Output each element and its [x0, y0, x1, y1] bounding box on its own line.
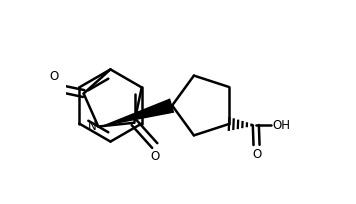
Text: O: O — [150, 150, 159, 163]
Polygon shape — [101, 98, 174, 127]
Text: O: O — [49, 70, 58, 83]
Text: N: N — [88, 120, 96, 133]
Text: OH: OH — [272, 119, 290, 132]
Text: O: O — [252, 149, 261, 161]
